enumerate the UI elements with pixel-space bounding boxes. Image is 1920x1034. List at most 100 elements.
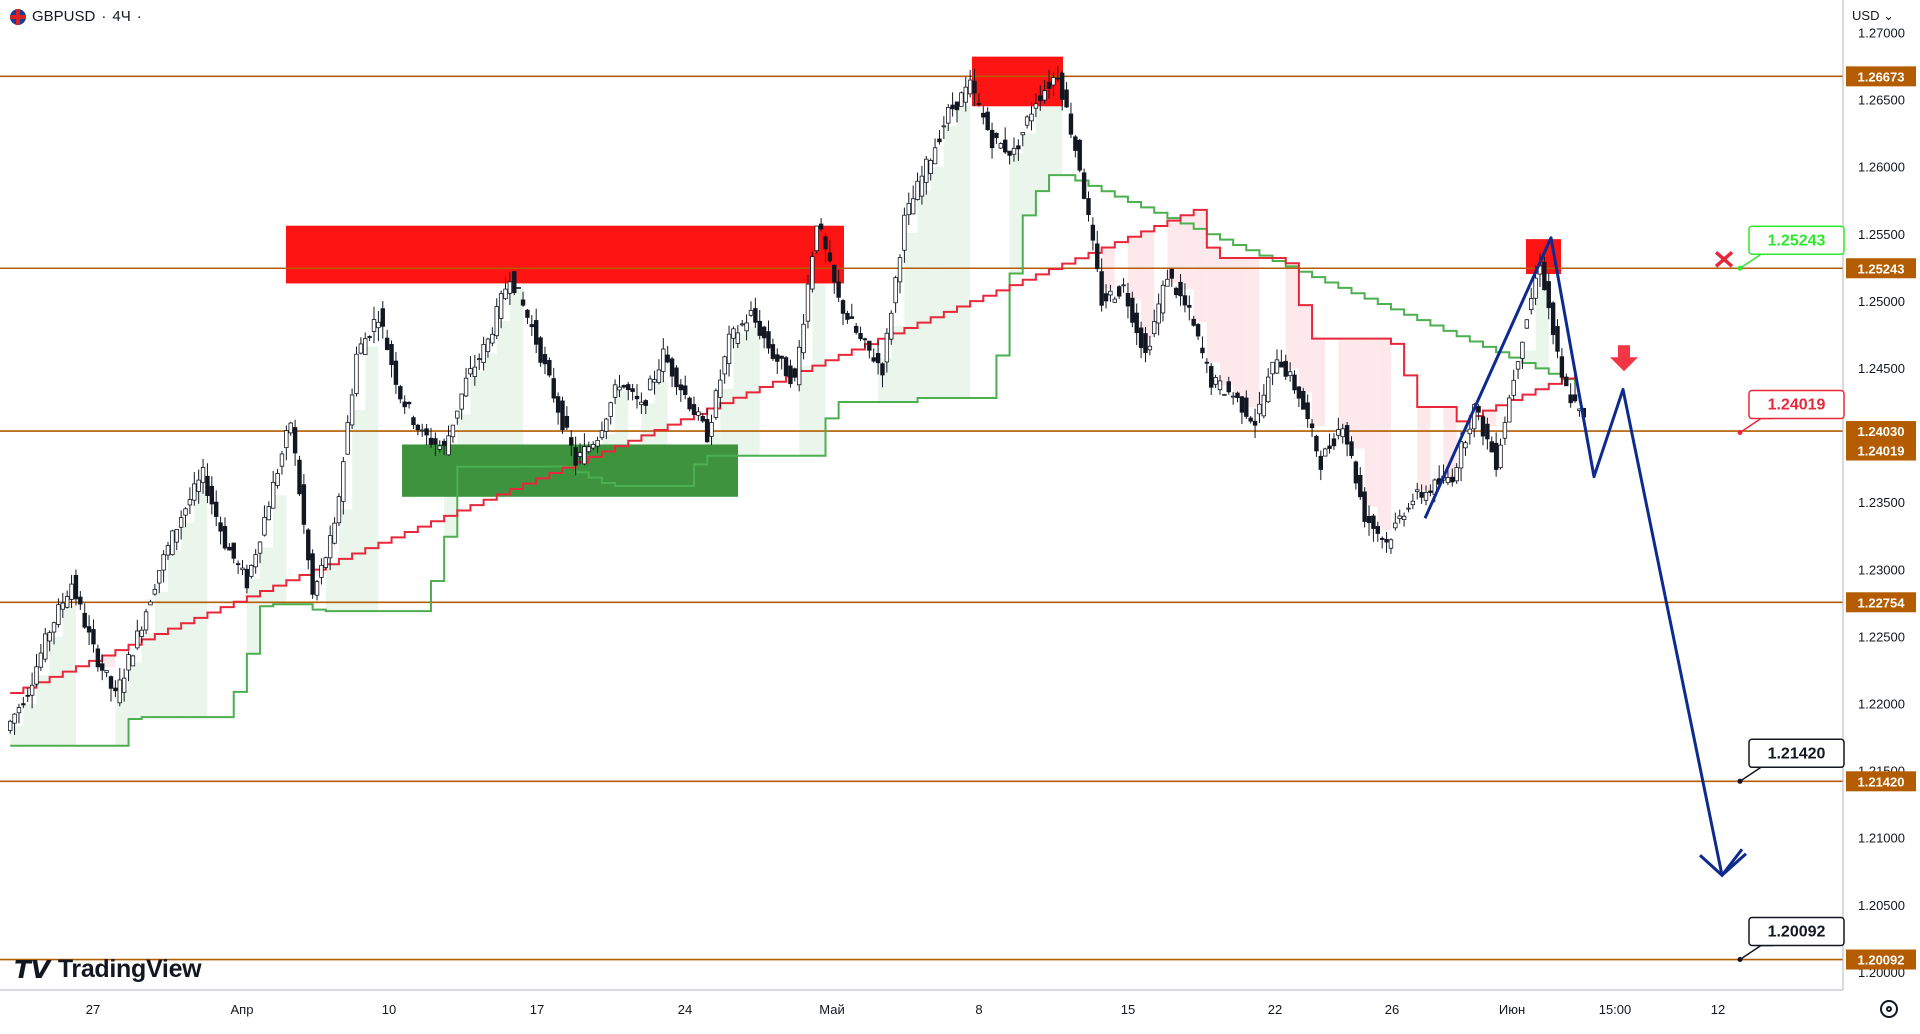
trend-fill-down bbox=[1364, 338, 1378, 507]
candle-body bbox=[1033, 103, 1039, 109]
candle-body bbox=[880, 363, 885, 376]
current-price-label: 1.24019 bbox=[1858, 444, 1905, 459]
candle-body bbox=[1555, 326, 1560, 352]
candle-body bbox=[130, 655, 136, 667]
candle-body bbox=[871, 357, 876, 362]
sell-arrow-icon bbox=[1610, 345, 1638, 372]
trend-fill-up bbox=[273, 495, 287, 605]
candle-body bbox=[170, 530, 175, 556]
candle-body bbox=[595, 440, 600, 447]
candle-body bbox=[678, 384, 684, 391]
candle-body bbox=[1125, 292, 1131, 307]
callout-anchor-dot bbox=[1737, 957, 1743, 963]
callout-label[interactable]: 1.25243 bbox=[1768, 232, 1826, 249]
tradingview-logo[interactable]: 𝙏𝙑 TradingView bbox=[14, 955, 202, 984]
price-axis-tick: 1.25500 bbox=[1858, 227, 1905, 242]
price-axis-tick: 1.22500 bbox=[1858, 629, 1905, 644]
candle-body bbox=[897, 257, 903, 283]
candle-body bbox=[516, 287, 521, 289]
candle-body bbox=[1209, 366, 1214, 388]
candle-body bbox=[1393, 522, 1398, 529]
candle-body bbox=[178, 517, 184, 528]
interval-label[interactable]: 4Ч bbox=[112, 8, 131, 25]
time-axis-tick: 26 bbox=[1385, 1002, 1399, 1017]
candle-body bbox=[792, 368, 798, 378]
symbol-header[interactable]: GBPUSD · 4Ч · bbox=[10, 8, 142, 25]
gbp-flag-icon bbox=[10, 8, 26, 25]
candle-body bbox=[507, 281, 513, 294]
candle-body bbox=[849, 316, 854, 319]
candle-body bbox=[661, 348, 666, 372]
candle-body bbox=[477, 358, 482, 361]
candle-body bbox=[1081, 172, 1087, 199]
price-axis-tick: 1.26500 bbox=[1858, 93, 1905, 108]
candle-body bbox=[240, 567, 245, 571]
candle-body bbox=[818, 223, 824, 230]
candle-body bbox=[503, 288, 508, 300]
trend-fill-down bbox=[1417, 407, 1431, 491]
projection-arrowhead bbox=[1698, 848, 1744, 878]
trend-fill-up bbox=[812, 272, 826, 456]
trend-fill-up bbox=[36, 675, 50, 746]
trend-fill-up bbox=[1022, 133, 1036, 216]
candle-body bbox=[1331, 438, 1337, 447]
candle-body bbox=[1493, 442, 1499, 470]
callout-label[interactable]: 1.21420 bbox=[1768, 745, 1826, 762]
settings-gear-icon[interactable] bbox=[1880, 1000, 1898, 1018]
candle-body bbox=[1336, 429, 1341, 436]
candle-body bbox=[1042, 90, 1047, 101]
time-axis-tick: 15:00 bbox=[1599, 1002, 1632, 1017]
currency-label[interactable]: USD bbox=[1852, 8, 1880, 23]
callout-box[interactable] bbox=[1748, 916, 1845, 947]
callout-label[interactable]: 1.24019 bbox=[1768, 397, 1826, 414]
trend-fill-up bbox=[1049, 85, 1063, 176]
candle-body bbox=[608, 402, 613, 417]
candle-body bbox=[1147, 345, 1153, 351]
trend-fill-down bbox=[1377, 338, 1391, 530]
trend-fill-up bbox=[128, 662, 142, 720]
candle-body bbox=[533, 320, 539, 345]
candle-body bbox=[200, 467, 206, 484]
candle-body bbox=[384, 337, 390, 350]
candle-body bbox=[1423, 491, 1429, 501]
candle-body bbox=[1542, 261, 1547, 291]
candle-body bbox=[1366, 516, 1372, 523]
level-price-label-bg bbox=[1846, 949, 1916, 970]
level-price-label-bg bbox=[1846, 66, 1916, 87]
candle-body bbox=[547, 360, 552, 376]
candle-body bbox=[420, 429, 425, 432]
candle-body bbox=[1401, 515, 1407, 521]
resistance-zone bbox=[972, 56, 1063, 107]
callout-box[interactable] bbox=[1748, 389, 1845, 420]
candle-body bbox=[1327, 445, 1332, 449]
candle-body bbox=[1090, 224, 1096, 241]
trend-fill-down bbox=[1193, 209, 1207, 323]
candle-body bbox=[1191, 318, 1196, 326]
price-axis-tick: 1.25000 bbox=[1858, 294, 1905, 309]
projection-path bbox=[1423, 236, 1748, 877]
symbol-name[interactable]: GBPUSD bbox=[32, 8, 96, 25]
time-axis-tick: 22 bbox=[1268, 1002, 1282, 1017]
candle-body bbox=[301, 484, 307, 525]
currency-selector[interactable]: USD ⌄ bbox=[1852, 8, 1894, 24]
candle-body bbox=[1055, 77, 1061, 80]
callout-box[interactable] bbox=[1748, 225, 1845, 256]
candle-body bbox=[924, 158, 929, 183]
candle-body bbox=[192, 483, 197, 501]
candle-body bbox=[327, 535, 333, 559]
candle-body bbox=[306, 529, 311, 561]
candle-body bbox=[411, 417, 416, 426]
candle-body bbox=[683, 385, 688, 395]
candle-body bbox=[73, 574, 79, 600]
candle-body bbox=[29, 684, 35, 696]
callout-box[interactable] bbox=[1748, 738, 1845, 769]
candle-body bbox=[1182, 295, 1188, 306]
callout-label[interactable]: 1.20092 bbox=[1768, 924, 1826, 941]
candle-body bbox=[205, 475, 210, 496]
candle-body bbox=[161, 554, 166, 571]
time-axis-tick: Апр bbox=[231, 1002, 254, 1017]
trend-fill-up bbox=[746, 326, 760, 456]
trailing-stop-long-line bbox=[10, 174, 1577, 747]
candle-body bbox=[1108, 290, 1113, 296]
